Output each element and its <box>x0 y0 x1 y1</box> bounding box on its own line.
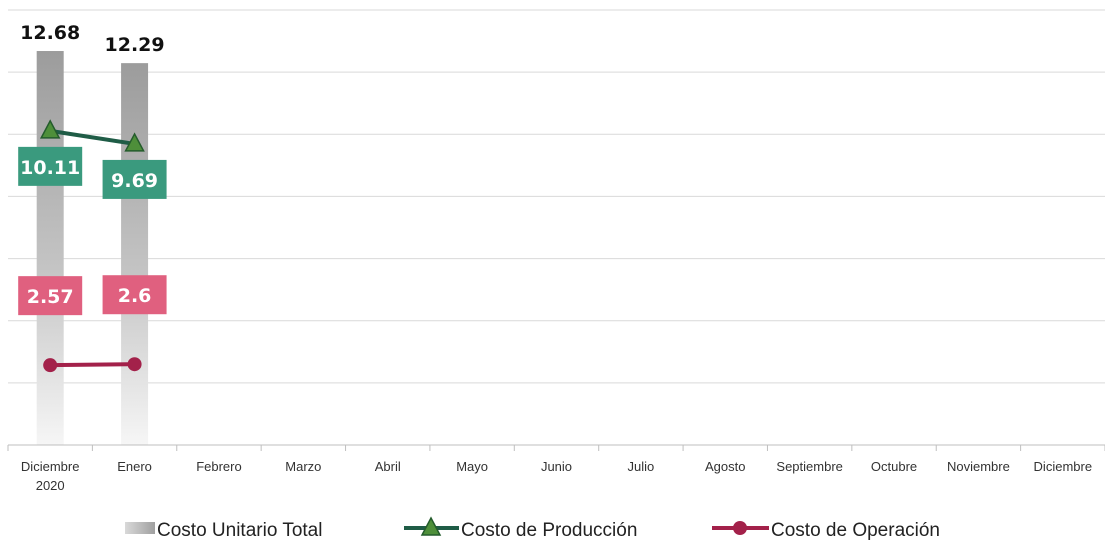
x-tick-label: Mayo <box>456 459 488 474</box>
x-tick-label: Diciembre <box>21 459 80 474</box>
x-tick-label: Febrero <box>196 459 242 474</box>
legend-label: Costo de Operación <box>771 520 940 541</box>
x-tick-label: Diciembre <box>1034 459 1093 474</box>
legend-swatch-bar <box>125 522 155 534</box>
legend-label: Costo de Producción <box>461 520 637 541</box>
x-tick-label: Agosto <box>705 459 745 474</box>
line-costo-de-producción <box>49 128 135 146</box>
bar-series <box>36 51 149 446</box>
x-tick-label: Junio <box>541 459 572 474</box>
data-label-value: 9.69 <box>111 170 158 192</box>
x-tick-label: Octubre <box>871 459 917 474</box>
legend-marker-circle <box>733 521 747 535</box>
x-tick-label: Abril <box>375 459 401 474</box>
line-costo-de-operación <box>50 362 135 368</box>
line-series <box>39 119 145 373</box>
x-tick-label: Enero <box>117 459 152 474</box>
marker-circle <box>43 358 58 373</box>
x-axis: Diciembre 2020 Enero Febrero Marzo Abril Mayo J… <box>7 444 1105 493</box>
data-label-box <box>18 146 83 186</box>
bar-costo-unitario-total <box>36 51 64 446</box>
marker-triangle <box>39 119 61 139</box>
bar-costo-unitario-total <box>121 63 149 445</box>
data-label-costo-unitario-total: 12.29 <box>105 34 165 56</box>
data-label-value: 2.57 <box>27 286 74 308</box>
legend-marker-triangle <box>420 516 442 536</box>
data-labels: 12.68 12.29 10.11 9.69 2.57 2.6 <box>18 22 167 316</box>
data-label-costo-unitario-total: 12.68 <box>20 22 80 44</box>
data-label-value: 2.6 <box>118 285 152 307</box>
x-tick-label: Noviembre <box>947 459 1010 474</box>
data-label-box <box>102 159 167 199</box>
x-tick-label: Septiembre <box>776 459 842 474</box>
data-label-value: 10.11 <box>20 157 80 179</box>
x-tick-label: 2020 <box>36 478 65 493</box>
x-tick-label: Marzo <box>285 459 321 474</box>
legend: Costo Unitario Total Costo de Producción C… <box>125 516 940 541</box>
x-tick-label: Julio <box>628 459 655 474</box>
marker-triangle <box>124 132 145 152</box>
data-label-box <box>102 275 167 315</box>
marker-circle <box>127 357 142 372</box>
legend-label: Costo Unitario Total <box>157 520 322 541</box>
gridlines <box>8 9 1105 446</box>
data-label-box <box>18 276 83 316</box>
